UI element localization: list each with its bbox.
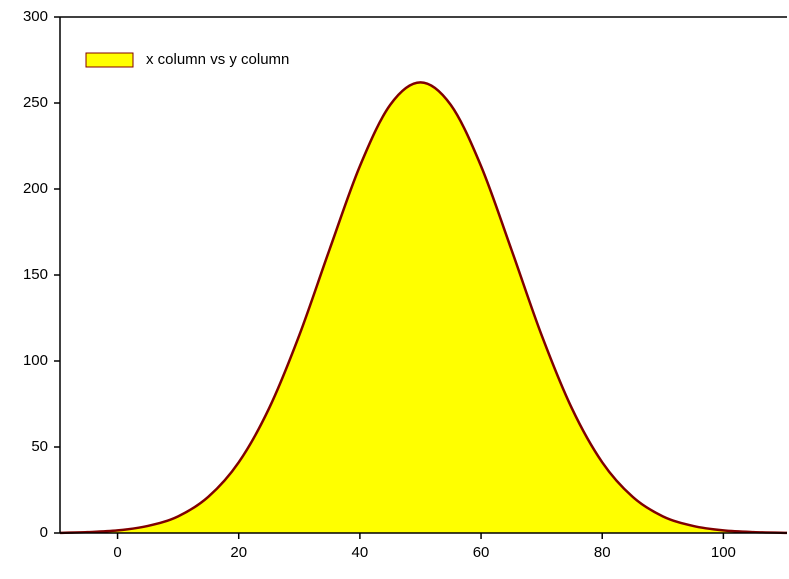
area-line — [59, 81, 788, 535]
x-tick-label: 40 — [352, 544, 369, 561]
y-tick-label: 200 — [23, 180, 48, 197]
y-tick-label: 300 — [23, 8, 48, 25]
area — [60, 82, 787, 534]
legend-swatch — [85, 52, 134, 68]
x-tick-label: 0 — [113, 544, 121, 561]
legend-label: x column vs y column — [146, 51, 289, 68]
x-tick-label: 60 — [473, 544, 490, 561]
x-tick-label: 100 — [711, 544, 736, 561]
y-tick-label: 0 — [40, 524, 48, 541]
y-tick-label: 50 — [31, 438, 48, 455]
y-tick-label: 250 — [23, 94, 48, 111]
x-tick-label: 80 — [594, 544, 611, 561]
y-tick-label: 100 — [23, 352, 48, 369]
x-tick-label: 20 — [230, 544, 247, 561]
y-tick-label: 150 — [23, 266, 48, 283]
